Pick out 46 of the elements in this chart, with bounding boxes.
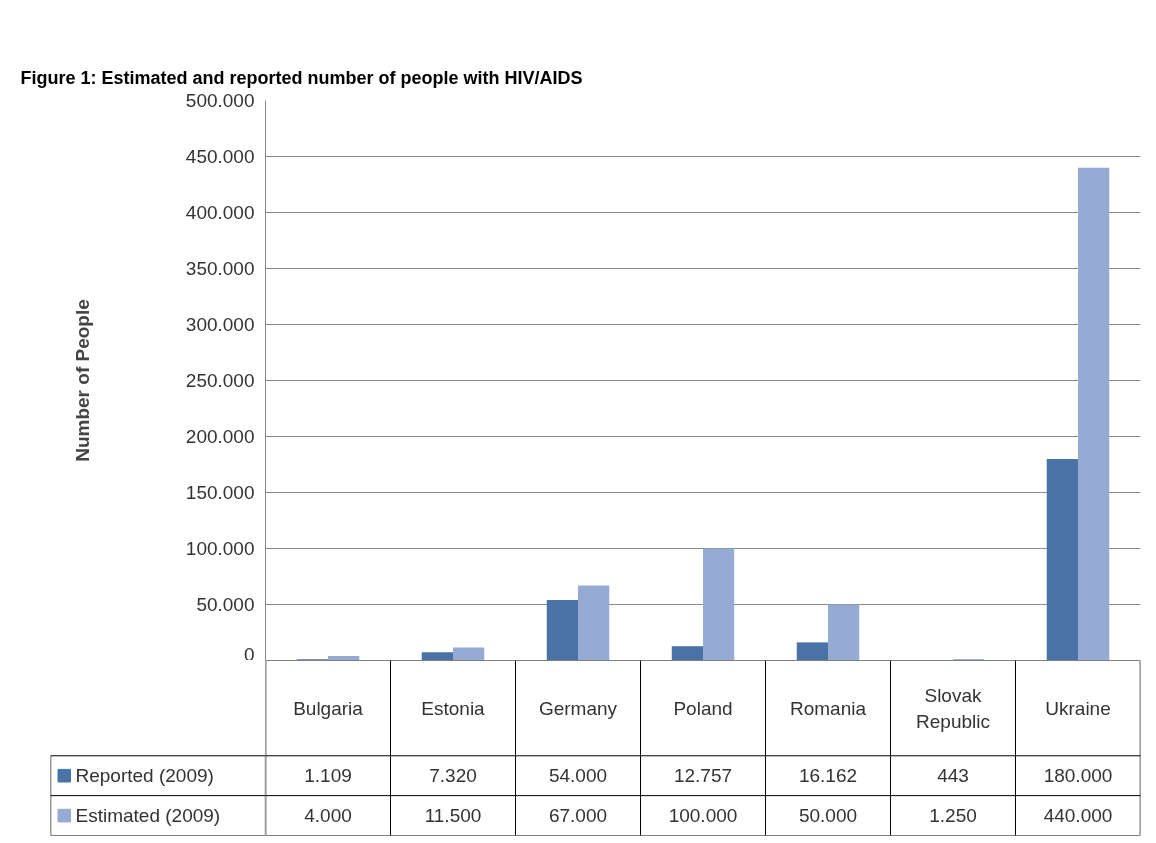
x-tick-label: Poland <box>673 697 733 719</box>
data-label: 180.000 <box>1043 765 1113 787</box>
data-label: 443 <box>937 765 969 787</box>
y-axis-title: Number of People <box>71 299 93 462</box>
data-label: 7.320 <box>429 765 477 787</box>
bar <box>796 642 828 660</box>
bar <box>671 646 703 660</box>
data-label: 1.250 <box>929 805 977 827</box>
bar <box>578 585 610 660</box>
y-tick-label: 200.000 <box>185 426 255 447</box>
y-tick-label: 450.000 <box>185 146 255 167</box>
data-label: 67.000 <box>548 805 608 827</box>
data-label: 440.000 <box>1043 805 1113 827</box>
y-tick-label: 100.000 <box>185 538 255 559</box>
bar <box>421 652 453 660</box>
x-tick-label: Ukraine <box>1045 697 1111 719</box>
data-label: 16.162 <box>798 765 858 787</box>
legend-label: Reported (2009) <box>75 765 214 787</box>
y-tick-label: 400.000 <box>185 202 255 223</box>
bar <box>453 647 485 660</box>
y-tick-label: 500.000 <box>185 90 255 111</box>
data-label: 11.500 <box>424 805 482 827</box>
bar <box>1046 458 1078 660</box>
chart-title: Figure 1: Estimated and reported number of people with HIV/AIDS <box>20 68 583 88</box>
data-label: 1.109 <box>304 765 352 787</box>
y-tick-label: 0 <box>243 643 255 665</box>
data-label: 4.000 <box>304 805 352 827</box>
data-label: 12.757 <box>673 765 733 787</box>
legend-label: Estimated (2009) <box>75 805 221 827</box>
x-tick-label: Romania <box>789 697 867 719</box>
y-tick-label: 250.000 <box>185 370 255 391</box>
x-tick-label: Estonia <box>421 697 486 719</box>
bar <box>703 548 735 660</box>
data-label: 54.000 <box>548 765 608 787</box>
data-label: 100.000 <box>668 805 738 827</box>
y-tick-label: 350.000 <box>185 258 255 279</box>
y-tick-label: 300.000 <box>185 314 255 335</box>
y-tick-label: 50.000 <box>196 594 255 615</box>
y-tick-label: 150.000 <box>185 482 255 503</box>
x-tick-label: Slovak Republic <box>916 684 990 732</box>
x-tick-label: Germany <box>538 697 618 719</box>
data-label: 50.000 <box>798 805 858 827</box>
x-tick-label: Bulgaria <box>293 697 364 719</box>
bar <box>328 656 360 660</box>
bar <box>546 600 578 660</box>
bar <box>1078 167 1110 660</box>
